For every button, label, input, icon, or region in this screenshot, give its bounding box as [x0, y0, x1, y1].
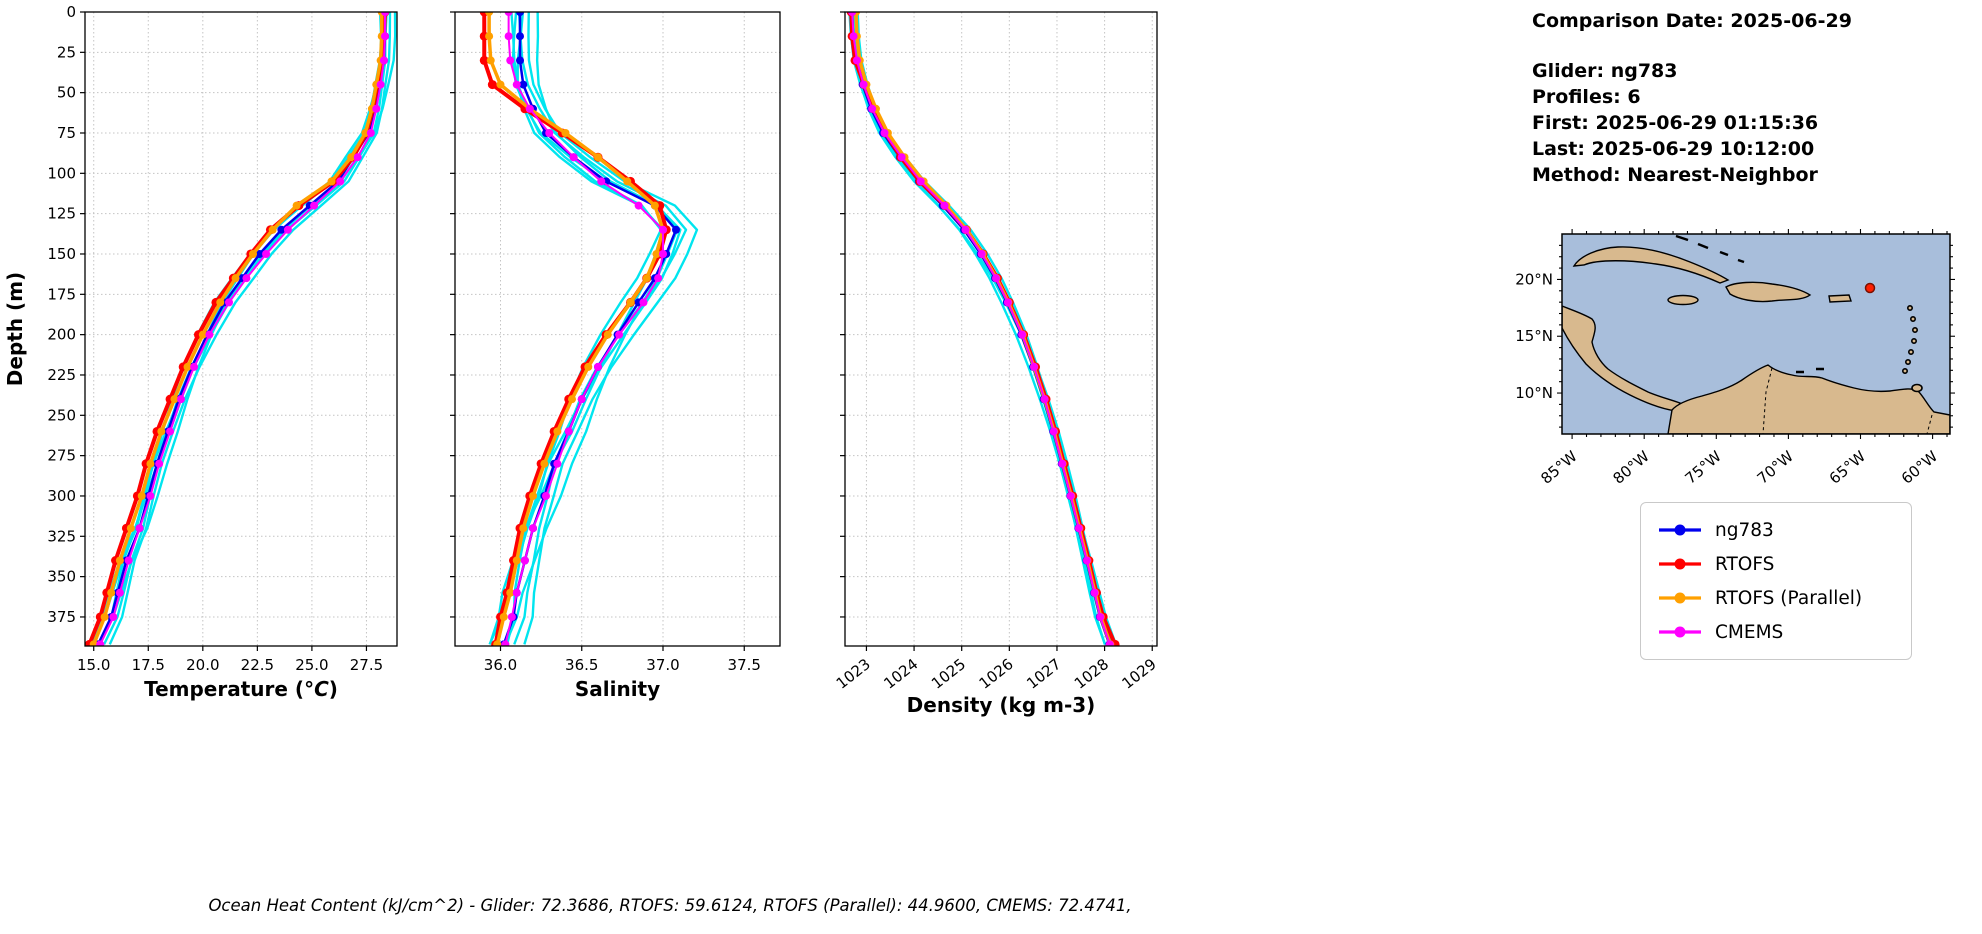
svg-text:225: 225 — [47, 366, 76, 384]
map-lon-label: 80°W — [1609, 447, 1652, 488]
map-land-puerto-rico — [1828, 294, 1852, 303]
svg-text:150: 150 — [47, 245, 76, 263]
svg-text:Temperature (°C): Temperature (°C) — [144, 677, 338, 701]
map-land-cuba — [1572, 246, 1730, 284]
legend-item-cmems: CMEMS — [1657, 615, 1895, 649]
svg-text:37.5: 37.5 — [728, 656, 761, 674]
map-lon-label: 60°W — [1898, 447, 1941, 488]
map-lesser-antilles — [1901, 305, 1923, 393]
map-land-jamaica — [1667, 294, 1699, 306]
info-glider: Glider: ng783 — [1532, 60, 1678, 82]
comparison-date: Comparison Date: 2025-06-29 — [1532, 10, 1852, 32]
svg-text:175: 175 — [47, 285, 76, 303]
svg-text:Density (kg m-3): Density (kg m-3) — [907, 693, 1096, 717]
svg-text:27.5: 27.5 — [350, 656, 383, 674]
svg-text:275: 275 — [47, 447, 76, 465]
svg-text:25.0: 25.0 — [295, 656, 328, 674]
svg-text:1025: 1025 — [928, 655, 969, 693]
map-bahamas — [1675, 234, 1824, 374]
svg-text:1027: 1027 — [1023, 655, 1064, 693]
salinity-profile-chart: 36.0 36.5 37.0 37.5 Salinity — [450, 11, 781, 701]
info-first-time: First: 2025-06-29 01:15:36 — [1532, 112, 1819, 134]
legend-item-rtofs-parallel-: RTOFS (Parallel) — [1657, 581, 1895, 615]
svg-text:1029: 1029 — [1119, 655, 1160, 693]
legend-line-marker — [1659, 558, 1701, 570]
svg-text:22.5: 22.5 — [241, 656, 274, 674]
map-frame — [1561, 233, 1951, 435]
svg-text:125: 125 — [47, 205, 76, 223]
svg-text:1024: 1024 — [880, 655, 921, 693]
svg-text:36.5: 36.5 — [565, 656, 598, 674]
map-lat-label: 10°N — [1515, 384, 1553, 402]
svg-text:325: 325 — [47, 527, 76, 545]
svg-text:300: 300 — [47, 487, 76, 505]
map-land-central-america — [1562, 305, 1681, 412]
location-map: 85°W 80°W 75°W 70°W 65°W 60°W 20°N 15°N 10°N — [1515, 229, 1955, 488]
map-land-hispaniola — [1725, 281, 1812, 303]
svg-text:36.0: 36.0 — [484, 656, 517, 674]
map-lon-label: 75°W — [1682, 447, 1725, 488]
svg-text:100: 100 — [47, 164, 76, 182]
temperature-profile-chart: 15.0 17.5 20.0 22.5 25.0 27.5 0 25 50 75 100 125 150… — [3, 3, 398, 701]
ocean-heat-content-caption: Ocean Heat Content (kJ/cm^2) - Glider: 7… — [208, 896, 1132, 915]
map-lon-label: 65°W — [1826, 447, 1869, 488]
legend-line-marker — [1659, 626, 1701, 638]
density-profile-chart: 1023 1024 1025 1026 1027 1028 1029 Density (kg … — [833, 11, 1160, 717]
glider-location-marker — [1864, 282, 1876, 294]
comparison-info-panel: Comparison Date: 2025-06-29 Glider: ng78… — [1532, 8, 1852, 188]
legend-item-rtofs: RTOFS — [1657, 547, 1895, 581]
info-last-time: Last: 2025-06-29 10:12:00 — [1532, 138, 1815, 160]
legend-label: ng783 — [1715, 519, 1774, 541]
svg-text:0: 0 — [66, 3, 76, 21]
legend-label: RTOFS (Parallel) — [1715, 587, 1863, 609]
legend-item-ng783: ng783 — [1657, 513, 1895, 547]
svg-text:15.0: 15.0 — [77, 656, 110, 674]
map-lat-label: 20°N — [1515, 270, 1553, 288]
svg-text:17.5: 17.5 — [132, 656, 165, 674]
svg-text:50: 50 — [57, 84, 76, 102]
svg-text:75: 75 — [57, 124, 76, 142]
map-lon-label: 70°W — [1754, 447, 1797, 488]
legend-line-marker — [1659, 592, 1701, 604]
svg-text:200: 200 — [47, 326, 76, 344]
map-country-borders — [1762, 367, 1933, 434]
svg-text:37.0: 37.0 — [646, 656, 679, 674]
legend: ng783 RTOFS RTOFS (Parallel) CMEMS — [1640, 502, 1912, 660]
svg-text:25: 25 — [57, 43, 76, 61]
svg-text:20.0: 20.0 — [186, 656, 219, 674]
legend-label: CMEMS — [1715, 621, 1784, 643]
svg-text:1026: 1026 — [976, 655, 1017, 693]
svg-text:250: 250 — [47, 406, 76, 424]
svg-text:375: 375 — [47, 608, 76, 626]
info-method: Method: Nearest-Neighbor — [1532, 164, 1818, 186]
svg-text:1028: 1028 — [1071, 655, 1112, 693]
svg-text:350: 350 — [47, 568, 76, 586]
svg-text:Salinity: Salinity — [575, 677, 660, 701]
map-lon-label: 85°W — [1537, 447, 1580, 488]
svg-text:Depth (m): Depth (m) — [3, 272, 27, 386]
map-lat-label: 15°N — [1515, 327, 1553, 345]
legend-line-marker — [1659, 524, 1701, 536]
legend-label: RTOFS — [1715, 553, 1775, 575]
info-profiles: Profiles: 6 — [1532, 86, 1641, 108]
svg-text:1023: 1023 — [833, 655, 874, 693]
